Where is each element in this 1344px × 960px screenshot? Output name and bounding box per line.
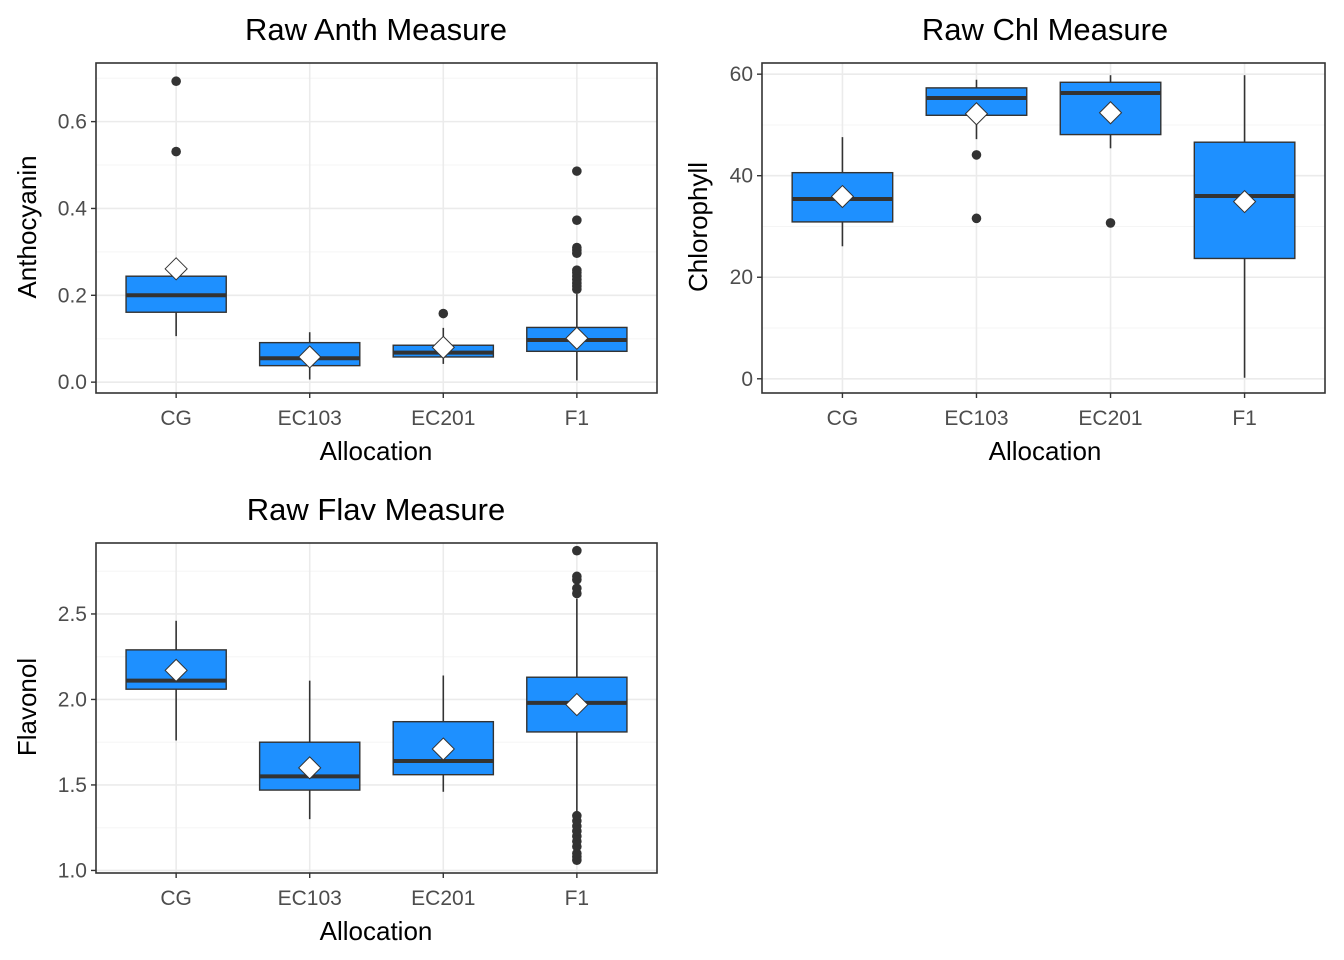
box-EC103 [925, 79, 1028, 224]
box-EC103 [258, 332, 361, 380]
outlier-point [1105, 218, 1116, 228]
x-axis-title: Allocation [320, 916, 433, 946]
panel-flavonol: Raw Flav Measure 1.0 1.5 2.0 2.5 CG EC103 EC20… [12, 492, 658, 946]
panel-border [761, 62, 1326, 394]
panel-border [95, 62, 658, 394]
x-axis-title: Allocation [320, 436, 433, 466]
outlier-point [438, 308, 449, 319]
y-tick-label: 2.0 [58, 688, 87, 711]
y-tick-label: 0.2 [58, 284, 87, 307]
y-tick-label: 2.5 [58, 603, 87, 626]
x-tick-label: F1 [565, 407, 590, 430]
outlier-point [572, 265, 582, 275]
y-tick-label: 1.5 [58, 774, 87, 797]
x-tick-label: CG [160, 887, 192, 910]
y-axis-title: Chlorophyll [683, 162, 713, 292]
mean-marker [298, 345, 322, 369]
outlier-point [572, 571, 582, 582]
y-tick-label: 0.4 [58, 197, 88, 220]
panel-title: Raw Chl Measure [922, 12, 1168, 47]
box-F1 [1193, 75, 1296, 378]
mean-marker [830, 184, 855, 209]
y-axis-title: Flavonol [12, 658, 42, 756]
mean-marker [431, 737, 455, 761]
plot-area: 0 20 40 60 CG EC103 EC201 F1 [730, 62, 1326, 430]
y-tick-label: 0.0 [58, 371, 87, 394]
box-F1 [526, 545, 628, 865]
box-EC201 [1059, 75, 1162, 228]
x-tick-label: CG [160, 407, 192, 430]
mean-marker [1232, 189, 1257, 214]
plot-area: 0.0 0.2 0.4 0.6 CG EC103 EC201 F1 [58, 62, 658, 430]
plot-area: 1.0 1.5 2.0 2.5 CG EC103 EC201 F1 [58, 542, 658, 910]
box-EC201 [392, 308, 495, 364]
x-tick-label: F1 [565, 887, 590, 910]
x-tick-label: EC103 [278, 407, 342, 430]
x-tick-label: CG [827, 407, 859, 430]
y-tick-label: 40 [730, 165, 753, 188]
x-tick-label: F1 [1232, 407, 1257, 430]
mean-marker [298, 756, 322, 780]
y-tick-label: 1.0 [58, 859, 87, 882]
y-tick-label: 20 [730, 266, 753, 289]
outlier-point [171, 146, 181, 157]
mean-marker [565, 326, 589, 350]
mean-marker [431, 335, 455, 360]
x-tick-label: EC201 [411, 407, 475, 430]
mean-marker [164, 658, 188, 683]
x-tick-label: EC103 [944, 407, 1008, 430]
outlier-point [572, 242, 582, 253]
box-CG [125, 620, 227, 741]
mean-marker [1098, 101, 1123, 125]
outlier-point [971, 150, 982, 160]
mean-marker [964, 102, 989, 126]
panel-title: Raw Flav Measure [247, 492, 505, 527]
y-tick-label: 60 [730, 63, 753, 86]
box-EC201 [392, 675, 495, 792]
y-axis-title: Anthocyanin [12, 155, 42, 298]
box-CG [791, 137, 894, 247]
y-tick-label: 0 [741, 368, 753, 391]
x-tick-label: EC201 [411, 887, 475, 910]
panel-title: Raw Anth Measure [245, 12, 507, 47]
mean-marker [565, 692, 589, 717]
outlier-point [971, 213, 982, 224]
box-CG [125, 76, 227, 337]
x-tick-label: EC201 [1078, 407, 1142, 430]
outlier-point [572, 545, 582, 556]
panel-chlorophyll: Raw Chl Measure 0 20 40 60 CG EC103 EC201 F1 Al… [683, 12, 1326, 466]
y-tick-label: 0.6 [58, 111, 87, 134]
outlier-point [572, 848, 582, 859]
box-F1 [526, 166, 628, 381]
outlier-point [572, 583, 582, 594]
panel-border [95, 542, 658, 874]
outlier-point [572, 166, 582, 176]
x-tick-label: EC103 [278, 887, 342, 910]
outlier-point [171, 76, 181, 87]
box-EC103 [258, 680, 361, 820]
panel-anthocyanin: Raw Anth Measure 0.0 0.2 0.4 0.6 CG EC103 EC20… [12, 12, 658, 466]
x-axis-title: Allocation [989, 436, 1102, 466]
outlier-point [572, 810, 582, 821]
outlier-point [572, 215, 582, 225]
mean-marker [164, 257, 188, 281]
